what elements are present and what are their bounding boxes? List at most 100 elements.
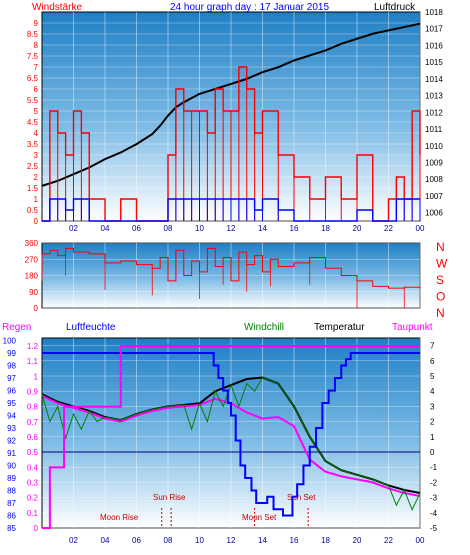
humidity-tick-label: 95 <box>7 399 16 408</box>
windchill-label: Windchill <box>244 322 284 333</box>
humidity-tick-label: 92 <box>7 437 16 446</box>
y-left-tick-label: 0.5 <box>27 206 39 215</box>
humidity-tick-label: 91 <box>7 449 16 458</box>
x-tick-label: 10 <box>195 224 204 233</box>
temperature-tick-label: -5 <box>430 524 438 533</box>
humidity-tick-label: 96 <box>7 387 16 396</box>
y-right-tick-label: 1016 <box>425 41 443 50</box>
x-tick-label: 08 <box>164 224 173 233</box>
humidity-tick-label: 85 <box>7 524 16 533</box>
x-tick-label: 20 <box>353 224 362 233</box>
sun-rise-annotation: Sun Rise <box>153 493 186 502</box>
y-right-tick-label: 1007 <box>425 192 443 201</box>
x-tick-label: 02 <box>69 536 78 545</box>
y-left-tick-label: 1.5 <box>27 184 39 193</box>
y-right-tick-label: 1009 <box>425 158 443 167</box>
x-tick-label: 06 <box>132 224 141 233</box>
x-tick-label: 02 <box>69 224 78 233</box>
humidity-label: Luftfeuchte <box>66 322 116 333</box>
humidity-tick-label: 99 <box>7 349 16 358</box>
humidity-tick-label: 90 <box>7 462 16 471</box>
humidity-tick-label: 94 <box>7 412 16 421</box>
y-right-tick-label: 1013 <box>425 92 443 101</box>
y-right-tick-label: 1015 <box>425 58 443 67</box>
rain-tick-label: 1 <box>34 372 39 381</box>
x-tick-label: 10 <box>195 536 204 545</box>
y-left-tick-label: 3 <box>34 151 39 160</box>
pressure-label: Luftdruck <box>374 2 416 13</box>
x-tick-label: 00 <box>416 224 425 233</box>
rain-tick-label: 0.7 <box>27 418 39 427</box>
moon-set-annotation: Moon Set <box>242 513 277 522</box>
x-tick-label: 06 <box>132 536 141 545</box>
y-left-tick-label: 2.5 <box>27 162 39 171</box>
rain-tick-label: 1.2 <box>27 342 39 351</box>
wind-speed-line <box>42 198 420 222</box>
compass-label: W <box>436 257 448 271</box>
temperature-tick-label: 6 <box>430 357 435 366</box>
temperature-tick-label: 4 <box>430 387 435 396</box>
compass-label: O <box>436 290 445 304</box>
temperature-tick-label: 5 <box>430 372 435 381</box>
humidity-tick-label: 93 <box>7 424 16 433</box>
temperature-label: Temperatur <box>314 322 365 333</box>
wind-pressure-ticks: 02 04 06 08 10 12 14 16 18 20 22 0000.511.522.533.5… <box>27 8 443 233</box>
y-left-tick-label: 2 <box>34 173 39 182</box>
temperature-humidity-ticks: 02 04 06 08 10 12 14 16 18 20 22 00-5-4-3-2-1012345… <box>3 337 438 546</box>
rain-tick-label: 0.4 <box>27 463 39 472</box>
humidity-tick-label: 98 <box>7 362 16 371</box>
y-right-tick-label: 1012 <box>425 108 443 117</box>
compass-label: N <box>436 306 445 320</box>
wind-strength-label: Windstärke <box>32 2 82 13</box>
x-tick-label: 04 <box>101 536 110 545</box>
temperature-tick-label: 0 <box>430 448 435 457</box>
direction-tick-label: 270 <box>25 255 39 264</box>
compass-label: N <box>436 240 445 254</box>
rain-tick-label: 0.6 <box>27 433 39 442</box>
y-left-tick-label: 0 <box>34 217 39 226</box>
humidity-tick-label: 88 <box>7 487 16 496</box>
y-left-tick-label: 8.5 <box>27 30 39 39</box>
humidity-tick-label: 97 <box>7 374 16 383</box>
x-tick-label: 14 <box>258 536 267 545</box>
rain-tick-label: 1.1 <box>27 357 39 366</box>
y-left-tick-label: 8 <box>34 41 39 50</box>
y-left-tick-label: 7.5 <box>27 52 39 61</box>
y-left-tick-label: 4.5 <box>27 118 39 127</box>
humidity-tick-label: 87 <box>7 499 16 508</box>
temperature-tick-label: -4 <box>430 509 438 518</box>
x-tick-label: 16 <box>290 224 299 233</box>
y-left-tick-label: 4 <box>34 129 39 138</box>
x-tick-label: 22 <box>384 536 393 545</box>
humidity-line <box>42 352 420 517</box>
y-left-tick-label: 9 <box>34 19 39 28</box>
y-right-tick-label: 1014 <box>425 75 443 84</box>
compass-label: S <box>436 273 444 287</box>
rain-tick-label: 0.9 <box>27 388 39 397</box>
y-right-tick-label: 1017 <box>425 25 443 34</box>
humidity-tick-label: 86 <box>7 512 16 521</box>
rain-tick-label: 0.3 <box>27 479 39 488</box>
chart-title: 24 hour graph day : 17 Januar 2015 <box>170 2 329 13</box>
y-left-tick-label: 6 <box>34 85 39 94</box>
rain-tick-label: 0.8 <box>27 403 39 412</box>
x-tick-label: 00 <box>416 536 425 545</box>
temperature-tick-label: 3 <box>430 402 435 411</box>
y-left-tick-label: 3.5 <box>27 140 39 149</box>
x-tick-label: 22 <box>384 224 393 233</box>
temperature-tick-label: 7 <box>430 342 435 351</box>
wind-pressure-series <box>41 22 421 222</box>
y-right-tick-label: 1010 <box>425 142 443 151</box>
rain-line <box>42 345 420 529</box>
temperature-tick-label: 2 <box>430 418 435 427</box>
temperature-tick-label: -2 <box>430 478 438 487</box>
y-left-tick-label: 5 <box>34 107 39 116</box>
rain-tick-label: 0 <box>34 524 39 533</box>
rain-tick-label: 0.2 <box>27 494 39 503</box>
y-right-tick-label: 1008 <box>425 175 443 184</box>
temperature-humidity-grid <box>42 338 421 529</box>
x-tick-label: 18 <box>321 536 330 545</box>
